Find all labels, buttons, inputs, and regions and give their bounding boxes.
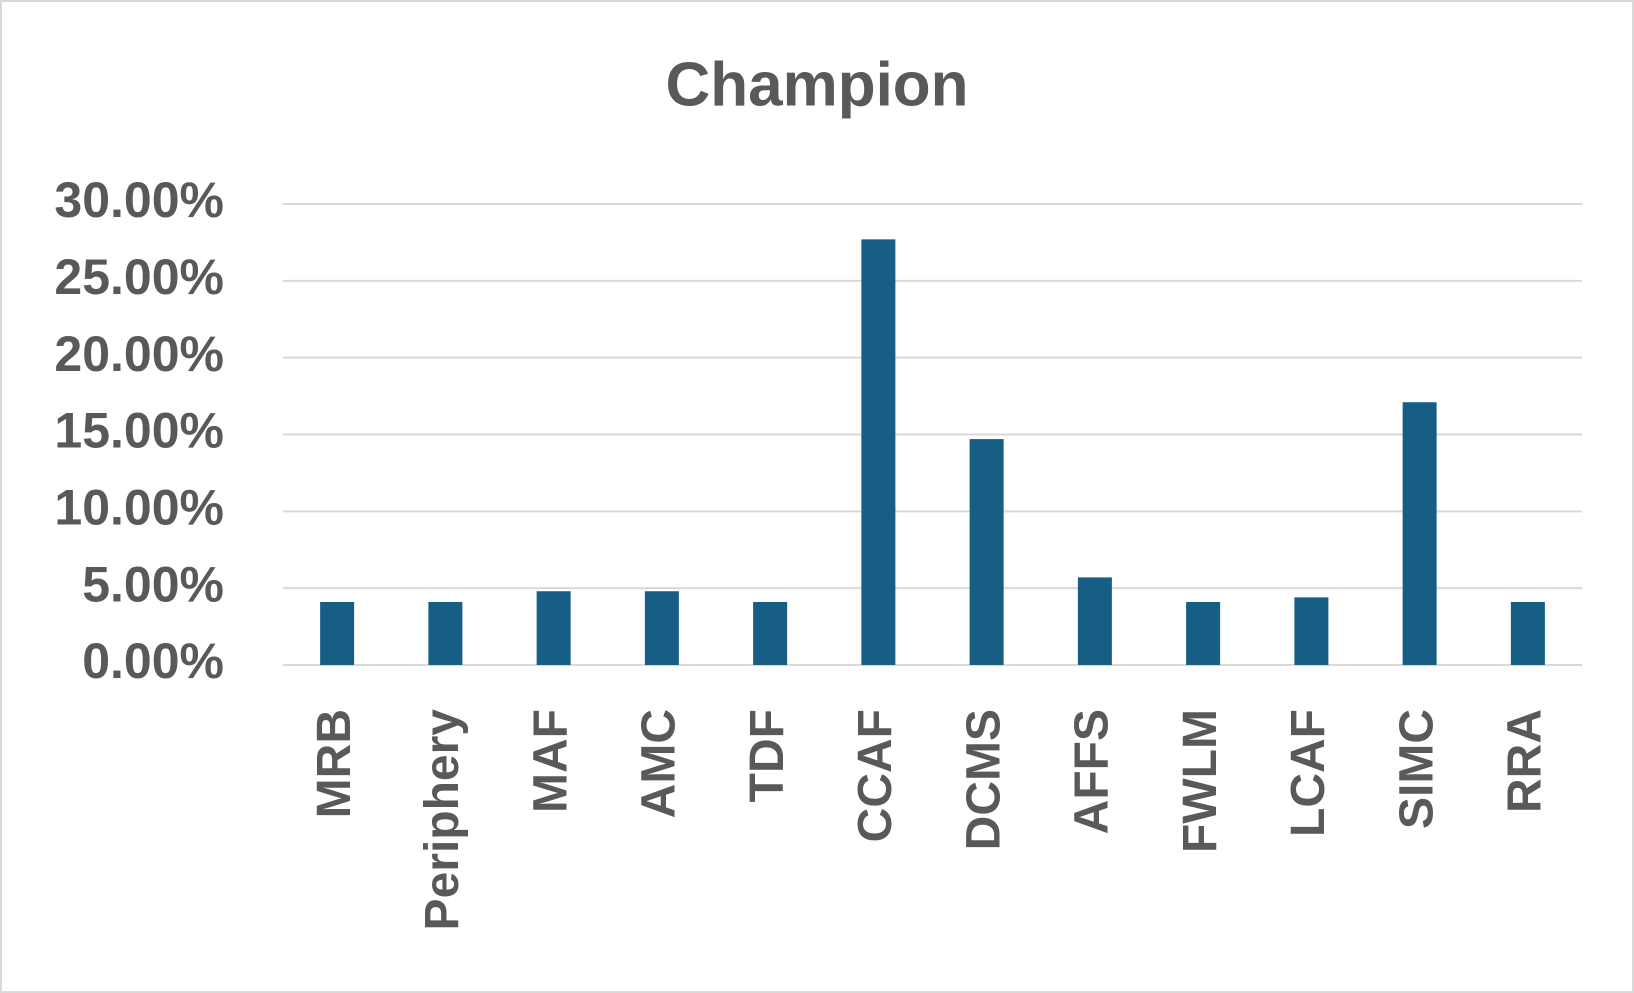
x-tick-label: TDF [741, 709, 794, 802]
x-tick-label: FWLM [1174, 709, 1227, 853]
y-tick-label: 30.00% [54, 172, 224, 228]
bar [428, 601, 463, 665]
y-tick-label: 0.00% [82, 633, 224, 689]
x-tick-label: Periphery [416, 709, 469, 931]
x-tick-label: LCAF [1282, 709, 1335, 837]
x-tick-label: AFFS [1066, 709, 1119, 834]
bar [1510, 601, 1545, 665]
y-tick-label: 5.00% [82, 556, 224, 612]
x-tick-label: AMC [633, 709, 686, 818]
x-tick-label: MAF [524, 709, 577, 813]
y-tick-label: 15.00% [54, 403, 224, 459]
chart-title: Champion [665, 50, 968, 119]
bar [1186, 601, 1221, 665]
x-tick-label: MRB [308, 709, 361, 818]
bar [536, 591, 571, 665]
x-tick-label: DCMS [957, 709, 1010, 850]
x-tick-label: CCAF [849, 709, 902, 842]
x-tick-label: RRA [1499, 709, 1552, 813]
y-tick-label: 10.00% [54, 480, 224, 536]
bar [320, 601, 355, 665]
y-tick-label: 20.00% [54, 326, 224, 382]
bar [861, 239, 896, 666]
y-tick-label: 25.00% [54, 249, 224, 305]
bar [753, 601, 788, 665]
bar [1077, 577, 1112, 665]
bar [969, 439, 1004, 665]
bar [1402, 402, 1437, 665]
x-tick-label: SIMC [1390, 709, 1443, 829]
bar [1294, 597, 1329, 665]
bar [644, 591, 679, 665]
